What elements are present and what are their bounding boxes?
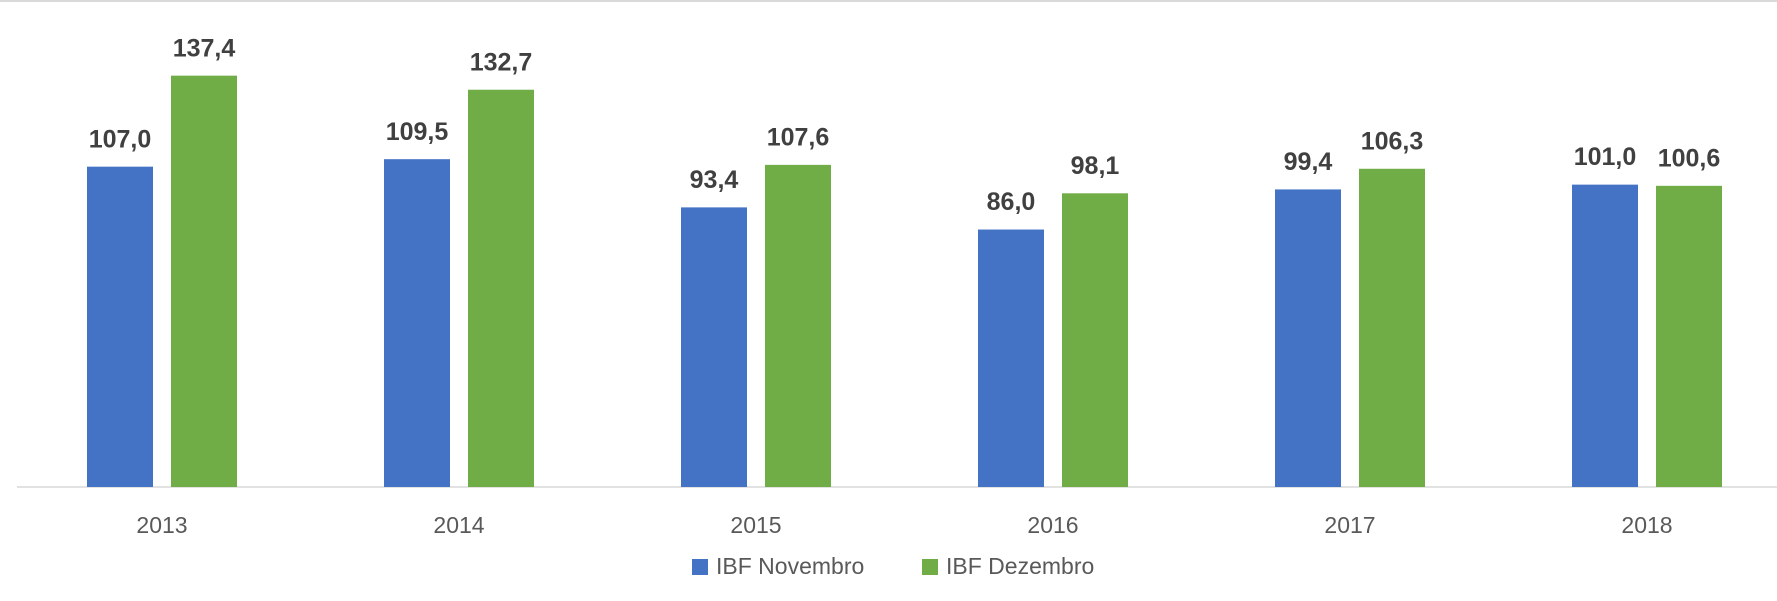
legend-swatch (922, 559, 938, 575)
data-label: 109,5 (386, 118, 449, 146)
legend-label: IBF Dezembro (946, 553, 1094, 579)
x-tick-label: 2016 (1027, 512, 1078, 538)
x-tick-label: 2014 (433, 512, 484, 538)
bar (765, 164, 831, 487)
data-label: 137,4 (173, 34, 236, 62)
legend-label: IBF Novembro (716, 553, 864, 579)
data-label: 107,6 (767, 123, 830, 151)
data-label: 107,0 (89, 125, 152, 153)
data-label: 98,1 (1071, 152, 1120, 180)
data-label: 100,6 (1658, 144, 1721, 172)
bar (1359, 168, 1425, 487)
x-tick-label: 2018 (1621, 512, 1672, 538)
x-tick-label: 2013 (136, 512, 187, 538)
bar (978, 229, 1044, 487)
data-label: 101,0 (1574, 143, 1637, 171)
bar (1656, 185, 1722, 488)
data-label: 99,4 (1284, 148, 1333, 176)
bar (171, 75, 237, 487)
data-label: 93,4 (690, 166, 739, 194)
bar (1062, 193, 1128, 488)
bar (1572, 184, 1638, 487)
bar (681, 207, 747, 488)
data-label: 86,0 (987, 188, 1036, 216)
bar (1275, 189, 1341, 487)
bar (468, 89, 534, 488)
bar (384, 159, 450, 487)
data-label: 106,3 (1361, 127, 1424, 155)
data-label: 132,7 (470, 48, 533, 76)
x-tick-label: 2017 (1324, 512, 1375, 538)
x-tick-label: 2015 (730, 512, 781, 538)
legend-swatch (692, 559, 708, 575)
bar (87, 166, 153, 487)
